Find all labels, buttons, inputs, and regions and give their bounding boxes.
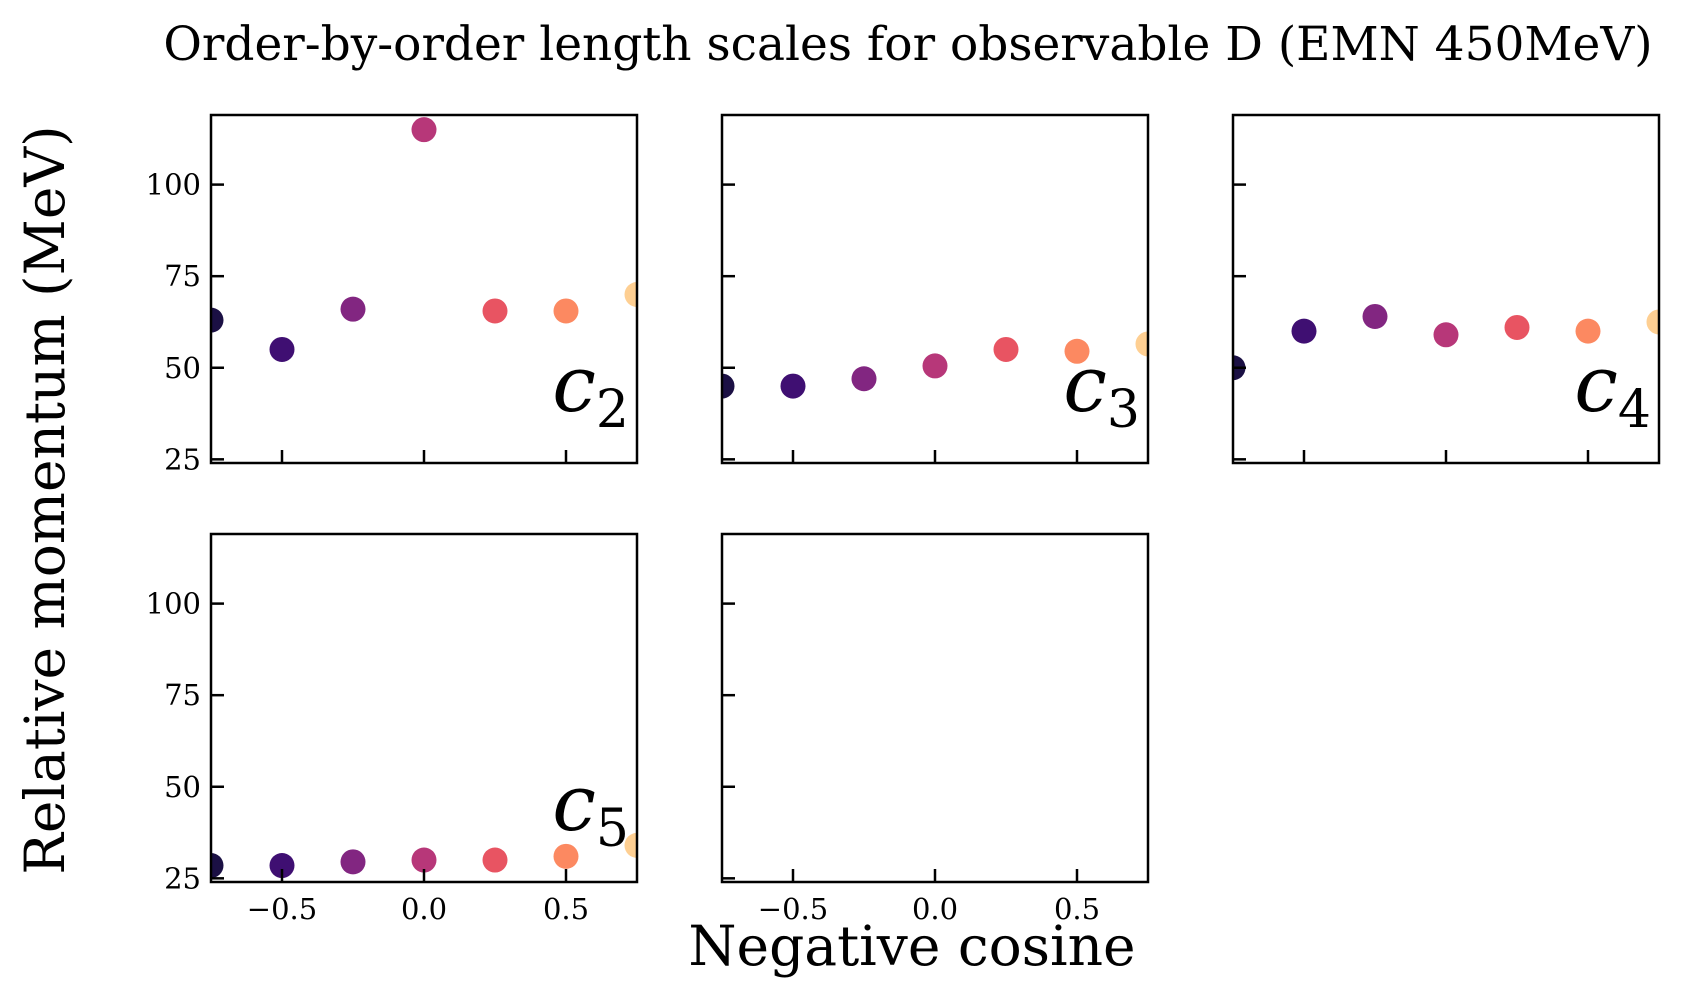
data-point-2-6	[1064, 338, 1090, 364]
panel-label-subscript: 4	[1618, 380, 1651, 440]
panel-4: 25 50 75 100 −0.5 0.0 0.5 c5	[146, 532, 639, 926]
panel-5: −0.5 0.0 0.5	[720, 532, 1150, 926]
panel-label-letter: c	[552, 759, 596, 849]
data-point-1-3	[340, 296, 366, 322]
panel-2: c3	[720, 113, 1150, 465]
x-tick-label: 0.0	[912, 892, 958, 926]
data-point-4-2	[269, 853, 295, 879]
x-tick-label: 0.5	[543, 892, 589, 926]
y-tick-label: 100	[146, 587, 201, 621]
x-axis-label: Negative cosine	[688, 914, 1135, 978]
panel-label-subscript: 3	[1107, 380, 1140, 440]
panel-label-letter: c	[1063, 340, 1107, 430]
data-point-3-5	[1504, 314, 1530, 340]
panel-label-3: c4	[1574, 340, 1651, 440]
panel-label-subscript: 5	[596, 799, 629, 859]
data-point-4-5	[482, 847, 508, 873]
data-point-1-2	[269, 336, 295, 362]
data-point-2-7	[1135, 331, 1148, 357]
panel-label-letter: c	[552, 340, 596, 430]
panel-label-1: c2	[552, 340, 629, 440]
y-tick-label: 75	[164, 259, 201, 293]
panel-3: c4	[1231, 113, 1661, 465]
chart-title: Order-by-order length scales for observa…	[163, 17, 1652, 72]
data-point-4-6	[553, 843, 579, 869]
panel-5-frame	[720, 532, 1150, 884]
x-tick-label: 0.0	[401, 892, 447, 926]
x-tick-label: −0.5	[247, 892, 317, 926]
y-tick-label: 75	[164, 678, 201, 712]
x-tick-label: −0.5	[758, 892, 828, 926]
panel-label-2: c3	[1063, 340, 1140, 440]
data-point-1-6	[553, 298, 579, 324]
data-point-1-4	[411, 117, 437, 143]
data-point-2-3	[851, 366, 877, 392]
data-point-3-3	[1362, 303, 1388, 329]
panel-label-4: c5	[552, 759, 629, 859]
data-point-2-1	[722, 373, 735, 399]
data-point-3-2	[1291, 318, 1317, 344]
data-point-1-1	[211, 307, 224, 333]
data-point-2-4	[922, 353, 948, 379]
panel-label-letter: c	[1574, 340, 1618, 430]
x-tick-label: 0.5	[1054, 892, 1100, 926]
y-tick-label: 50	[164, 770, 201, 804]
data-point-2-2	[780, 373, 806, 399]
y-tick-label: 50	[164, 351, 201, 385]
y-tick-label: 100	[146, 168, 201, 202]
panel-1-points	[211, 117, 637, 362]
panel-1: 25 50 75 100 c2	[146, 113, 639, 476]
data-point-4-1	[211, 853, 224, 879]
data-point-1-7	[624, 281, 637, 307]
data-point-3-6	[1575, 318, 1601, 344]
data-point-4-7	[624, 832, 637, 858]
panel-label-subscript: 2	[596, 380, 629, 440]
panel-2-points	[722, 331, 1148, 399]
y-tick-label: 25	[164, 861, 201, 895]
data-point-4-3	[340, 849, 366, 875]
y-tick-label: 25	[164, 442, 201, 476]
data-point-3-4	[1433, 322, 1459, 348]
data-point-2-5	[993, 336, 1019, 362]
data-point-3-7	[1646, 309, 1659, 335]
data-point-1-5	[482, 298, 508, 324]
panel-3-points	[1233, 303, 1659, 381]
data-point-4-4	[411, 847, 437, 873]
y-axis-label: Relative momentum (MeV)	[13, 125, 77, 874]
panel-4-points	[211, 832, 637, 879]
